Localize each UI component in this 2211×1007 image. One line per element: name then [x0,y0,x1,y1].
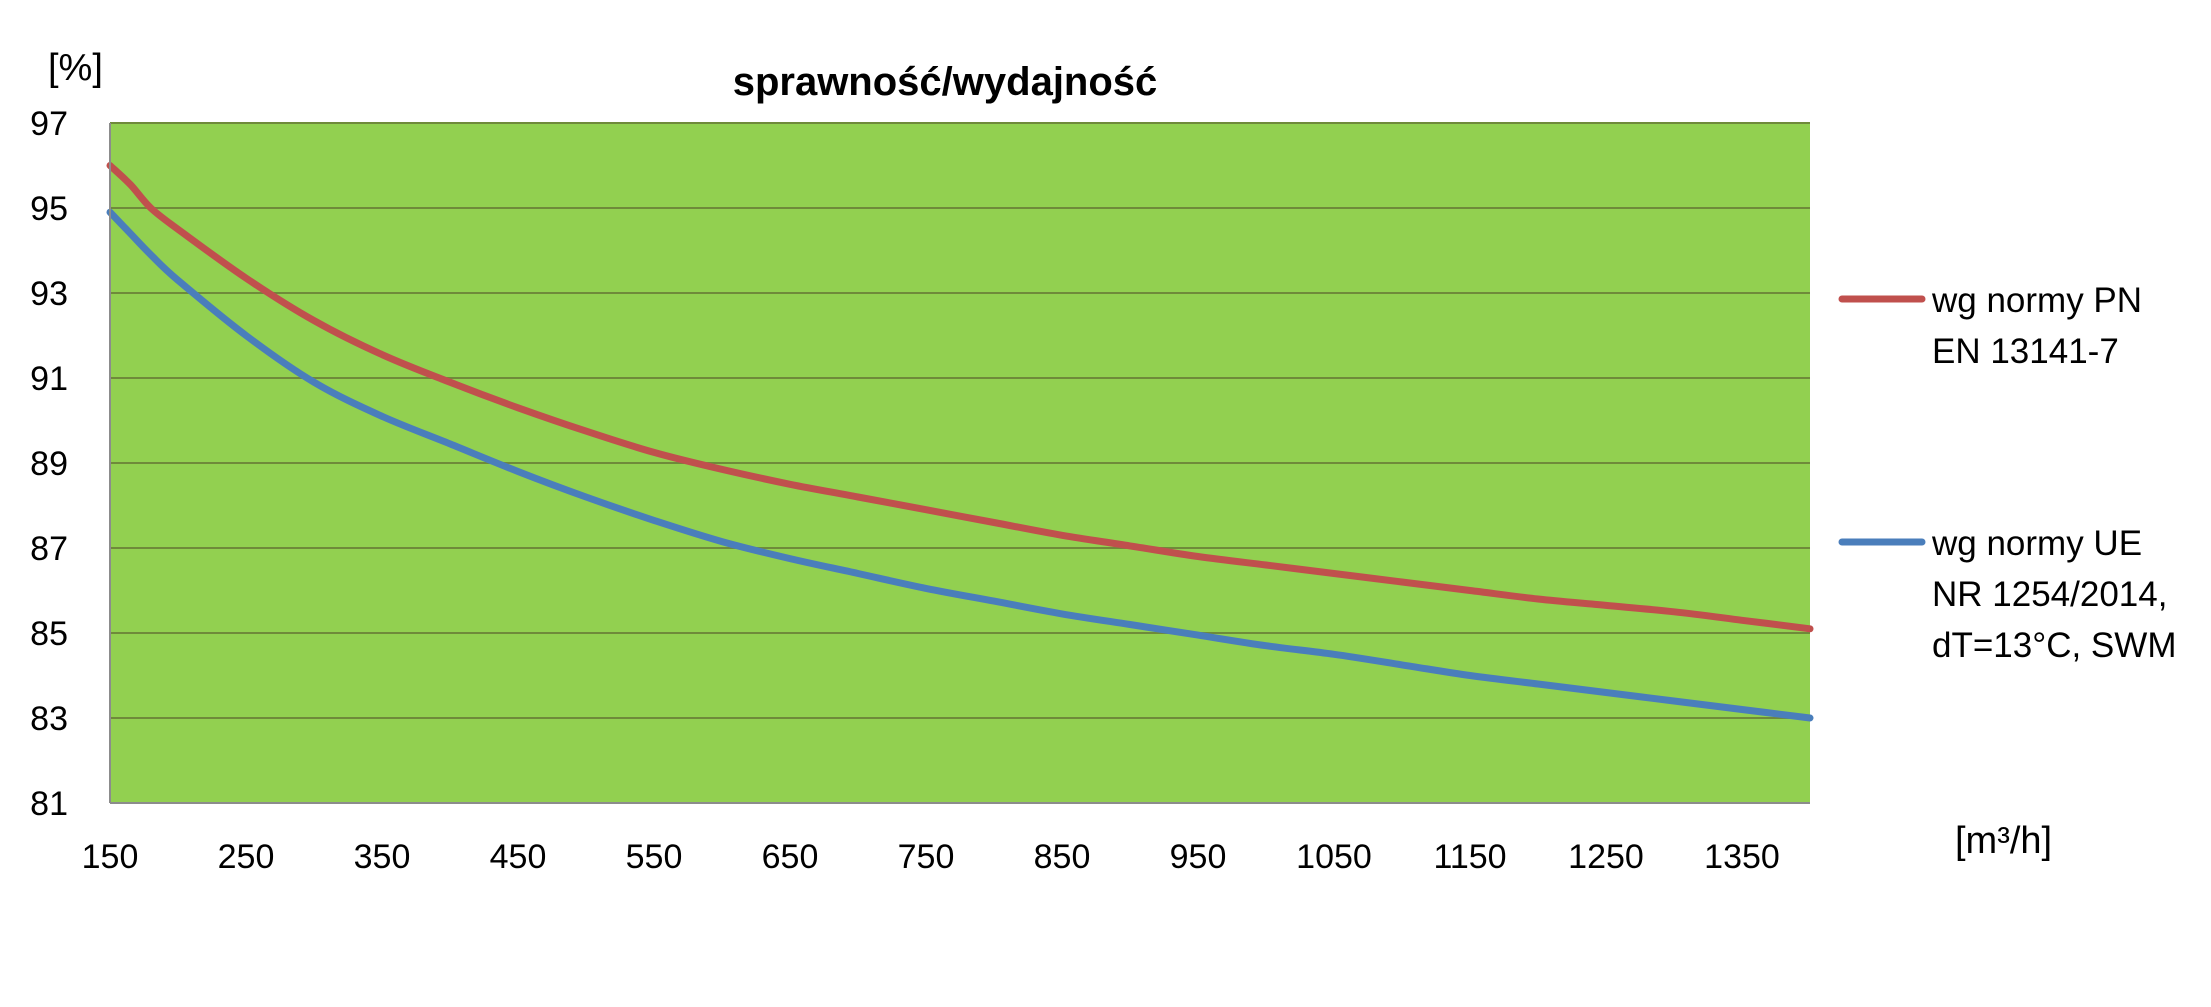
y-tick-label-83: 83 [30,700,68,738]
legend-label-1: wg normy PN EN 13141-7 [1931,281,2142,371]
series-lines [106,162,1814,722]
x-tick-label-950: 950 [1170,838,1227,876]
legend: wg normy PN EN 13141-7 wg normy UE NR 1254/… [1838,281,2176,665]
y-tick-label-91: 91 [30,360,68,398]
legend-label-2: wg normy UE NR 1254/2014, dT=13°C, SWM [1931,524,2176,665]
legend-label-line: EN 13141-7 [1932,332,2119,371]
x-tick-label-750: 750 [898,838,955,876]
x-tick-label-650: 650 [762,838,819,876]
y-tick-label-81: 81 [30,785,68,823]
x-tick-label-1250: 1250 [1568,838,1644,876]
series-line-1 [106,162,1814,633]
y-tick-label-89: 89 [30,445,68,483]
legend-label-line: dT=13°C, SWM [1932,626,2176,665]
x-tick-label-550: 550 [626,838,683,876]
axes [109,123,1810,804]
legend-label-line: NR 1254/2014, [1932,575,2167,614]
x-tick-label-150: 150 [82,838,139,876]
y-tick-label-97: 97 [30,105,68,143]
y-tick-label-93: 93 [30,275,68,313]
x-tick-label-450: 450 [490,838,547,876]
x-tick-labels: 150 250 350 450 550 650 750 850 950 1050 1150 1250 1… [82,838,1780,876]
y-axis-label: [%] [48,47,103,89]
y-tick-label-87: 87 [30,530,68,568]
chart-title: sprawność/wydajność [733,60,1158,104]
x-tick-label-1050: 1050 [1296,838,1372,876]
x-tick-label-350: 350 [354,838,411,876]
legend-label-line: wg normy PN [1931,281,2142,320]
y-tick-labels: 81 83 85 87 89 91 93 95 97 [30,105,68,823]
x-tick-label-250: 250 [218,838,275,876]
x-tick-label-850: 850 [1034,838,1091,876]
series-line-2 [106,208,1814,722]
x-tick-label-1150: 1150 [1433,838,1506,876]
legend-label-line: wg normy UE [1931,524,2142,563]
y-tick-label-85: 85 [30,615,68,653]
y-tick-label-95: 95 [30,190,68,228]
x-axis-label: [m³/h] [1955,820,2052,862]
gridlines [110,122,1810,719]
x-tick-label-1350: 1350 [1704,838,1780,876]
